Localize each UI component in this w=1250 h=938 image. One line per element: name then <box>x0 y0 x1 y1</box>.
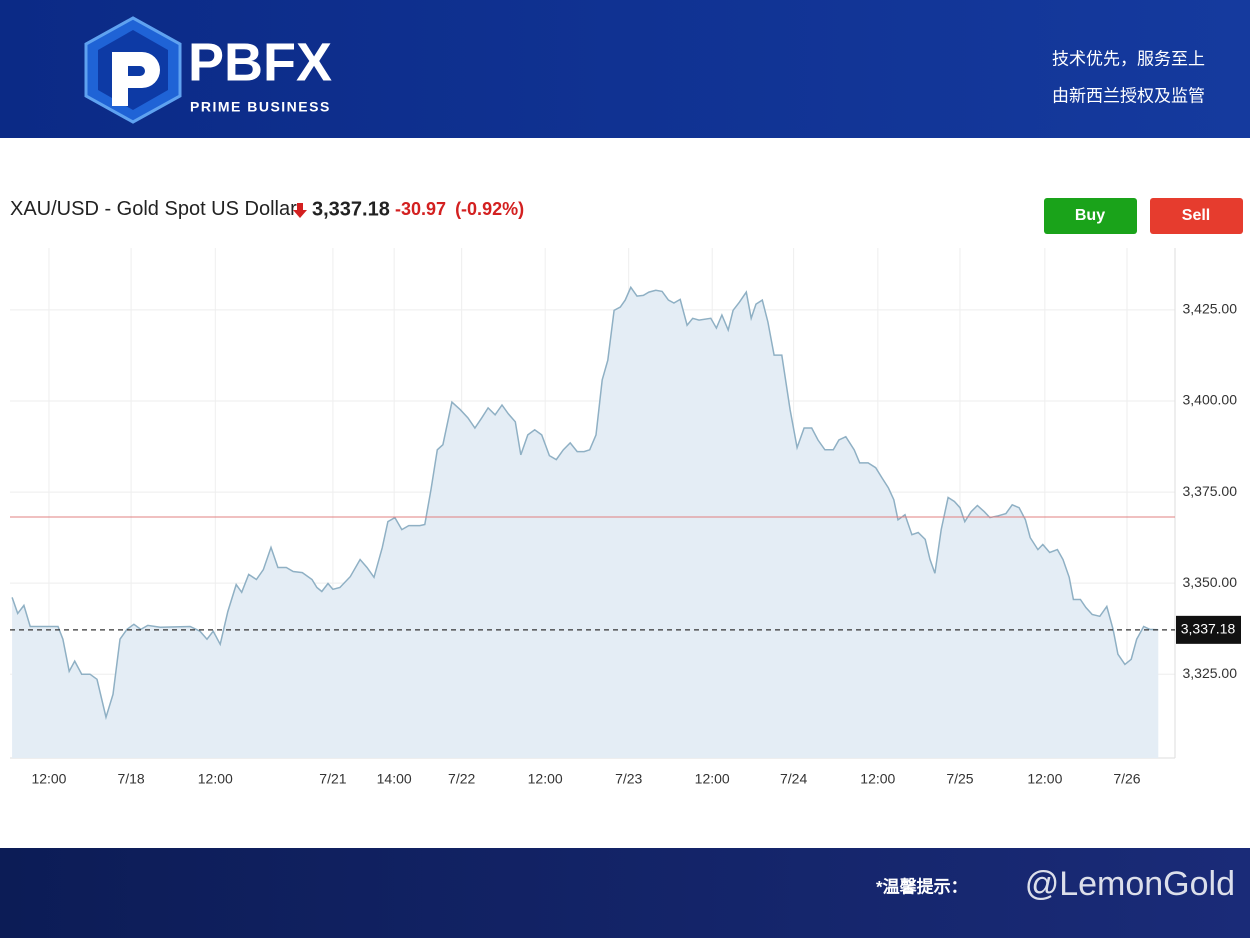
x-tick-label: 7/22 <box>448 771 475 787</box>
buy-button[interactable] <box>1044 198 1137 234</box>
plot: 12:00 7/18 12:00 7/21 14:00 7/22 12:00 7/23 12:0… <box>10 248 1241 787</box>
footer-note: *温馨提示： <box>876 876 968 896</box>
y-tick-label: 3,325.00 <box>1183 665 1238 681</box>
chart-title: XAU/USD - Gold Spot US Dollar <box>10 198 297 220</box>
down-arrow <box>293 203 307 218</box>
x-tick-label: 12:00 <box>528 771 563 787</box>
change-percent: (-0.92%) <box>455 199 524 219</box>
price-change: -30.97 (-0.92%) <box>395 199 524 219</box>
footer-band <box>0 848 1250 938</box>
x-tick-label: 12:00 <box>860 771 895 787</box>
watermark: @LemonGold <box>1025 865 1235 903</box>
y-tick-label: 3,350.00 <box>1183 574 1238 590</box>
x-tick-label: 7/18 <box>117 771 144 787</box>
regulation: 由新西兰授权及监管 <box>1052 86 1205 105</box>
x-tick-label: 7/23 <box>615 771 642 787</box>
slogan: 技术优先，服务至上 <box>1052 49 1205 68</box>
x-tick-label: 7/25 <box>946 771 973 787</box>
brand: PBFX <box>188 32 332 92</box>
current-price-label: 3,337.18 <box>1181 621 1236 637</box>
x-tick-label: 7/26 <box>1113 771 1140 787</box>
x-tick-label: 12:00 <box>695 771 730 787</box>
price-line <box>11 285 1159 721</box>
sell-label[interactable]: Sell <box>1182 207 1210 224</box>
sell-button[interactable] <box>1150 198 1243 234</box>
change: -30.97 <box>395 199 446 219</box>
area-fill <box>12 287 1159 758</box>
y-tick-label: 3,375.00 <box>1183 483 1238 499</box>
tagline: PRIME BUSINESS <box>190 99 331 115</box>
x-tick-label: 12:00 <box>198 771 233 787</box>
logo-icon <box>84 16 182 124</box>
buy-label[interactable]: Buy <box>1075 207 1105 224</box>
x-tick-label: 14:00 <box>377 771 412 787</box>
y-tick-label: 3,425.00 <box>1183 301 1238 317</box>
header-band <box>0 0 1250 138</box>
x-tick-label: 7/24 <box>780 771 807 787</box>
price: 3,337.18 <box>312 198 390 220</box>
y-tick-label: 3,400.00 <box>1183 392 1238 408</box>
x-tick-label: 12:00 <box>1027 771 1062 787</box>
chart-heading: XAU/USD - Gold Spot US Dollar <box>10 198 297 220</box>
x-tick-label: 12:00 <box>31 771 66 787</box>
current-price-box <box>1176 615 1241 644</box>
x-tick-label: 7/21 <box>319 771 346 787</box>
